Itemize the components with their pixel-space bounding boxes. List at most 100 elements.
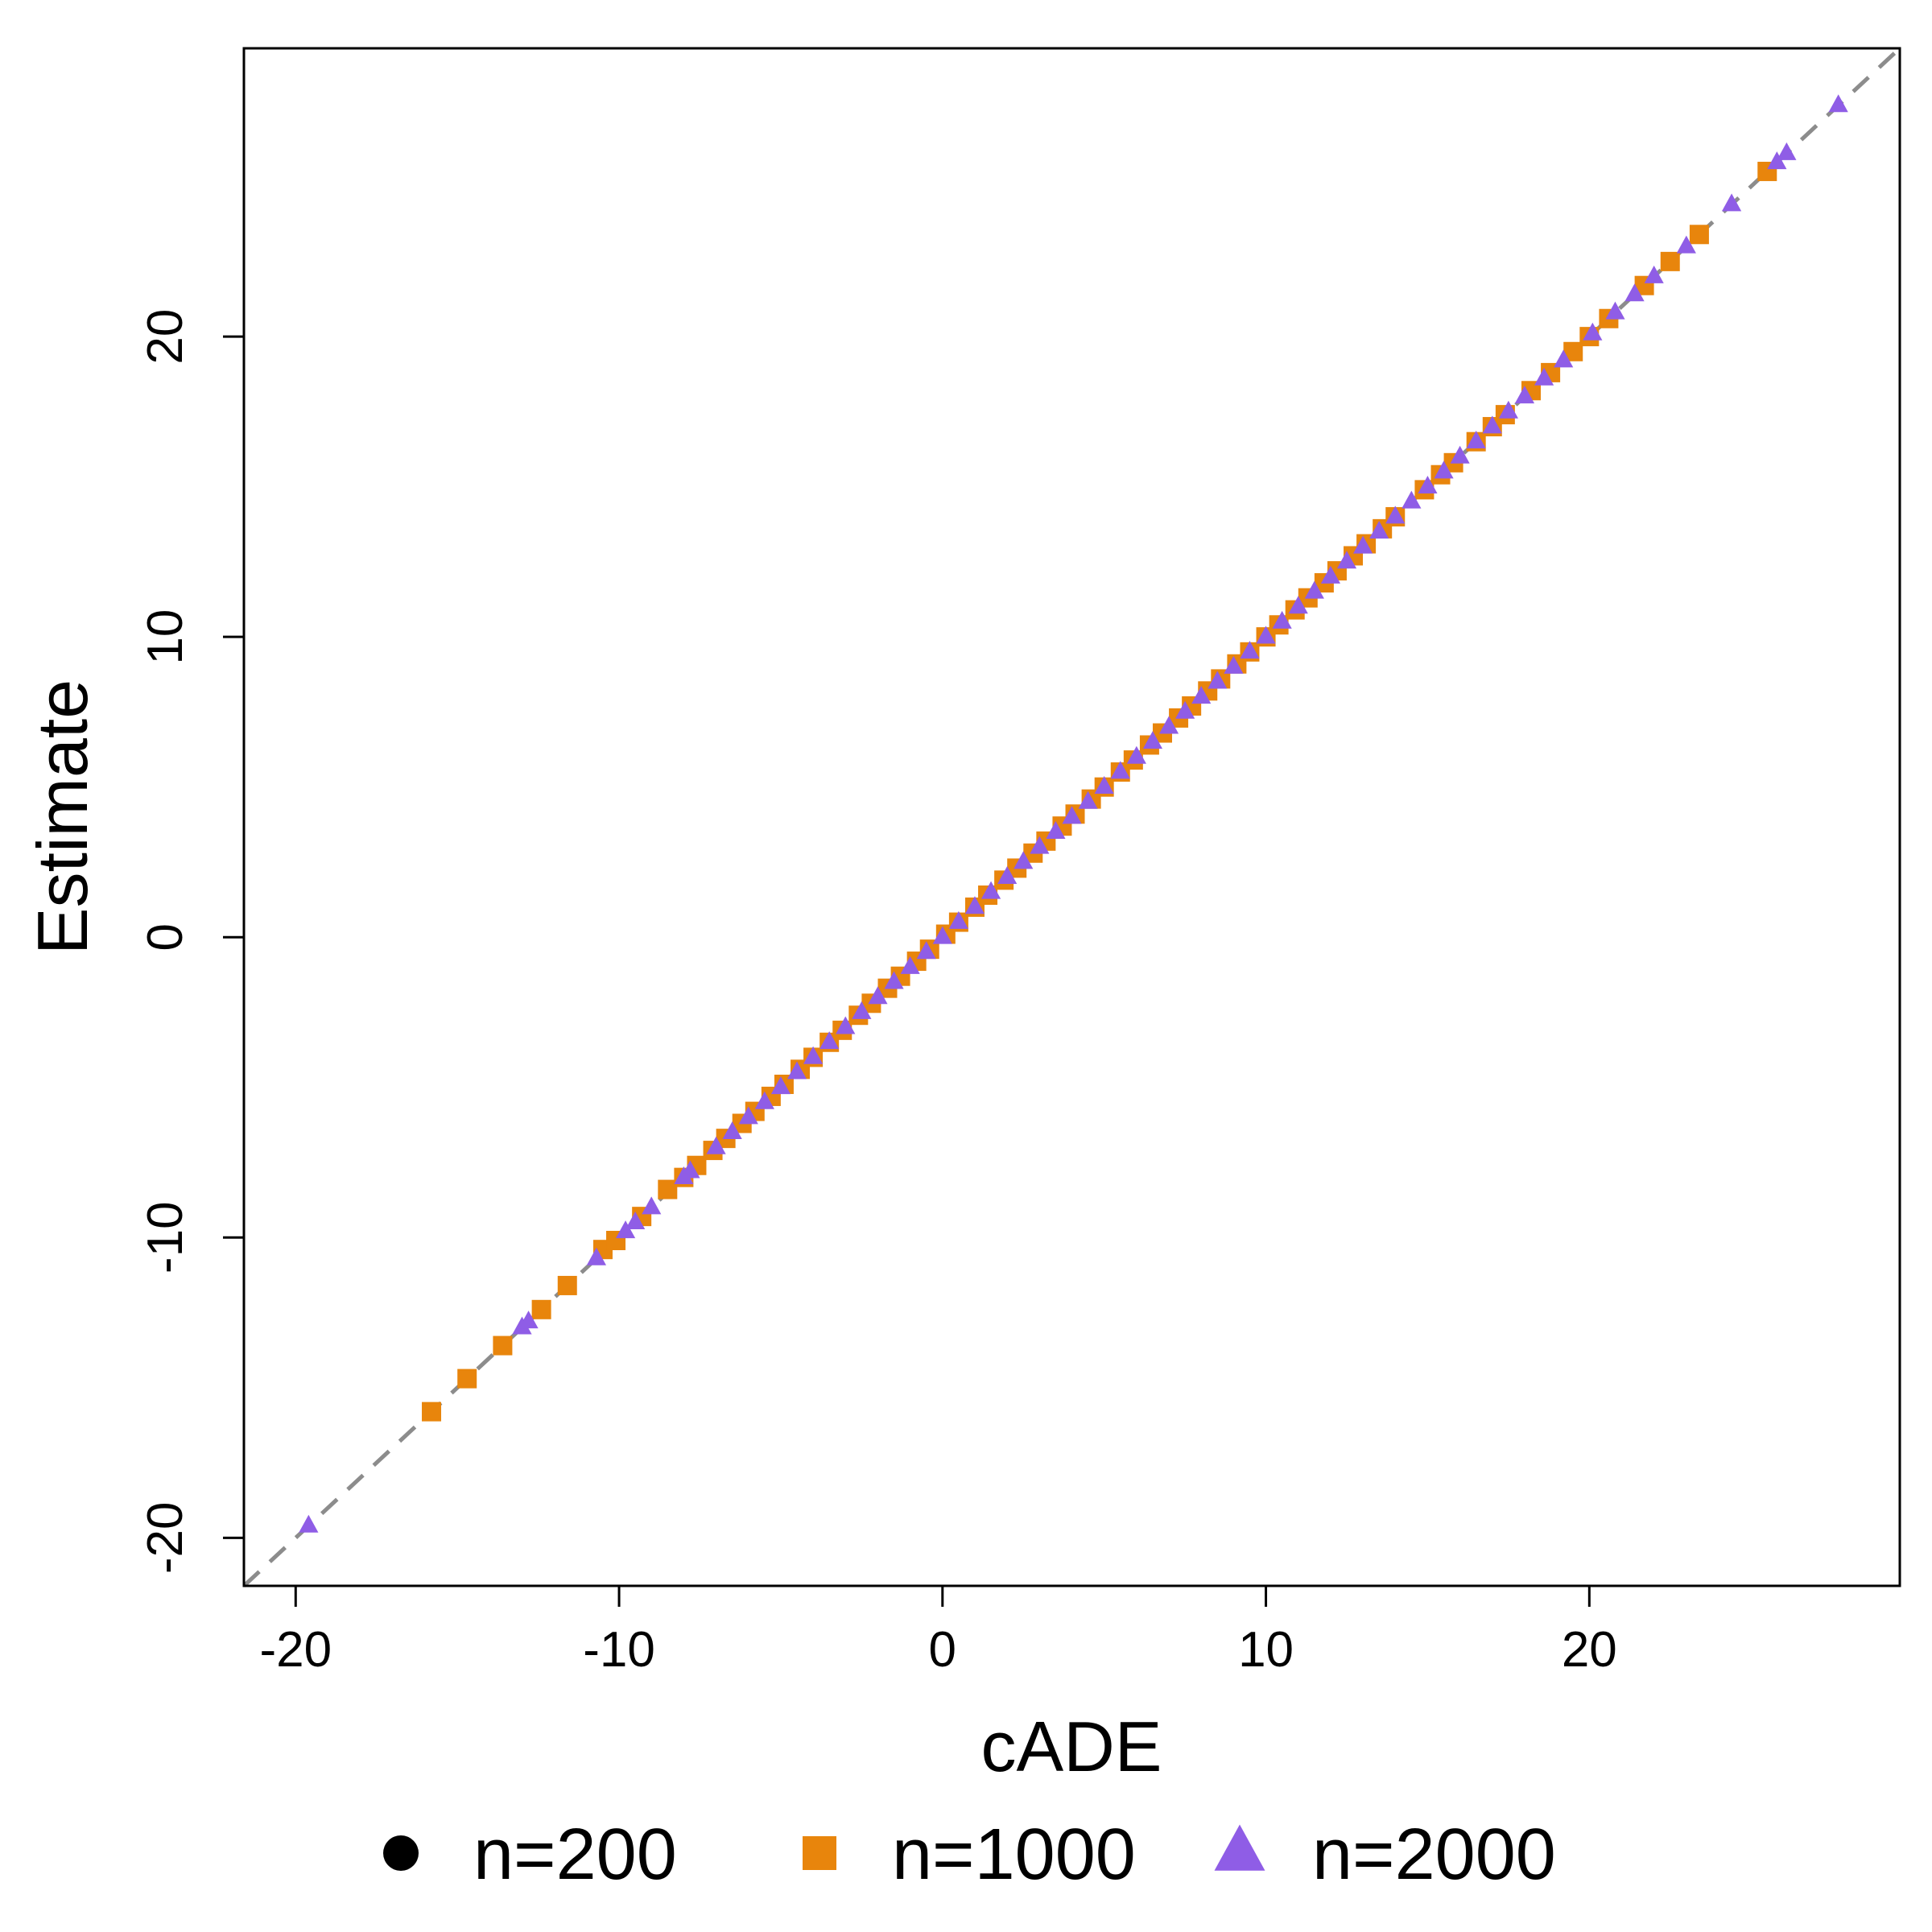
data-point [1676, 235, 1696, 254]
legend-marker [383, 1835, 419, 1871]
data-point [1336, 551, 1357, 569]
data-point [770, 1076, 791, 1095]
legend-marker [1214, 1824, 1265, 1871]
data-point [997, 865, 1018, 884]
plot-frame [242, 47, 1901, 1587]
data-point [1142, 731, 1163, 749]
data-point [1304, 580, 1324, 599]
data-point [1498, 400, 1518, 419]
data-point [615, 1220, 636, 1239]
data-point [948, 910, 968, 929]
data-point [1450, 445, 1470, 464]
data-point [1369, 520, 1389, 539]
data-point [1689, 225, 1709, 245]
data-point [1534, 367, 1554, 386]
data-point [706, 1136, 726, 1154]
legend-label: n=200 [473, 1814, 677, 1895]
data-point [1828, 94, 1848, 113]
data-point [1660, 251, 1680, 271]
y-tick-label: 0 [138, 923, 193, 951]
data-point [1030, 836, 1050, 854]
data-point [1385, 506, 1406, 524]
data-point [299, 1514, 319, 1533]
data-point [1418, 476, 1438, 494]
data-point [1224, 655, 1244, 674]
legend-label: n=2000 [1312, 1814, 1556, 1895]
data-point [722, 1121, 742, 1140]
data-point [457, 1368, 477, 1389]
data-point [1434, 460, 1454, 479]
x-axis-title: cADE [981, 1707, 1162, 1786]
data-point [658, 1179, 678, 1199]
data-point [1126, 745, 1146, 764]
data-point [819, 1031, 840, 1050]
y-tick-label: 10 [138, 609, 193, 665]
data-point [1078, 791, 1098, 809]
legend: n=200 n=1000 n=2000 [383, 1814, 1556, 1895]
legend-label: n=1000 [892, 1814, 1136, 1895]
data-point [1046, 821, 1066, 840]
data-point [786, 1061, 807, 1080]
y-axis-title: Estimate [23, 679, 102, 955]
reference-line-layer [242, 47, 1901, 1587]
data-point [900, 956, 920, 974]
data-point [884, 971, 904, 989]
data-point [1320, 565, 1341, 584]
y-axis: -20 -10 0 10 20 [138, 309, 244, 1574]
data-point [1272, 610, 1292, 629]
x-tick-label: -10 [583, 1622, 655, 1678]
data-point [964, 896, 985, 914]
x-tick-label: 10 [1238, 1622, 1294, 1678]
legend-item-n=200: n=200 [383, 1814, 677, 1895]
data-point [1466, 431, 1486, 449]
x-tick-label: -20 [259, 1622, 332, 1678]
data-point [1605, 301, 1625, 320]
data-point [1402, 490, 1422, 509]
y-tick-label: 20 [138, 309, 193, 365]
legend-marker [803, 1836, 836, 1870]
x-axis: -20 -10 0 10 20 [259, 1586, 1617, 1678]
data-point [1352, 535, 1373, 554]
data-point [625, 1211, 646, 1229]
data-point [1777, 142, 1797, 160]
data-point [980, 881, 1001, 899]
data-point [1767, 151, 1787, 170]
data-point [1013, 851, 1034, 869]
data-point [680, 1160, 700, 1179]
data-point [868, 986, 888, 1005]
data-point [518, 1311, 539, 1329]
data-point [852, 1001, 872, 1019]
data-point [1554, 349, 1574, 368]
data-point [836, 1016, 856, 1034]
data-point [1062, 806, 1082, 824]
data-point [1644, 265, 1664, 283]
points-layer [299, 94, 1848, 1533]
data-point [754, 1091, 774, 1109]
data-point [1482, 415, 1502, 434]
data-point [1624, 283, 1645, 302]
data-point [422, 1402, 442, 1422]
legend-item-n=1000: n=1000 [803, 1814, 1136, 1895]
data-point [1240, 641, 1260, 659]
data-point [916, 941, 936, 960]
data-point [1721, 193, 1742, 212]
data-point [1256, 625, 1276, 644]
data-point [1191, 686, 1212, 704]
identity-line [242, 47, 1901, 1587]
data-point [1110, 761, 1130, 779]
series-n=2000 [299, 94, 1848, 1533]
data-point [1208, 671, 1228, 689]
data-point [642, 1196, 662, 1215]
data-point [1583, 322, 1603, 341]
y-tick-label: -20 [138, 1502, 193, 1575]
data-point [738, 1106, 758, 1125]
y-tick-label: -10 [138, 1201, 193, 1274]
data-point [493, 1335, 513, 1356]
data-point [1514, 386, 1535, 404]
data-point [932, 926, 952, 944]
data-point [1288, 596, 1308, 614]
x-tick-label: 0 [929, 1622, 956, 1678]
legend-item-n=2000: n=2000 [1214, 1814, 1556, 1895]
data-point [803, 1046, 824, 1064]
data-point [586, 1247, 607, 1265]
